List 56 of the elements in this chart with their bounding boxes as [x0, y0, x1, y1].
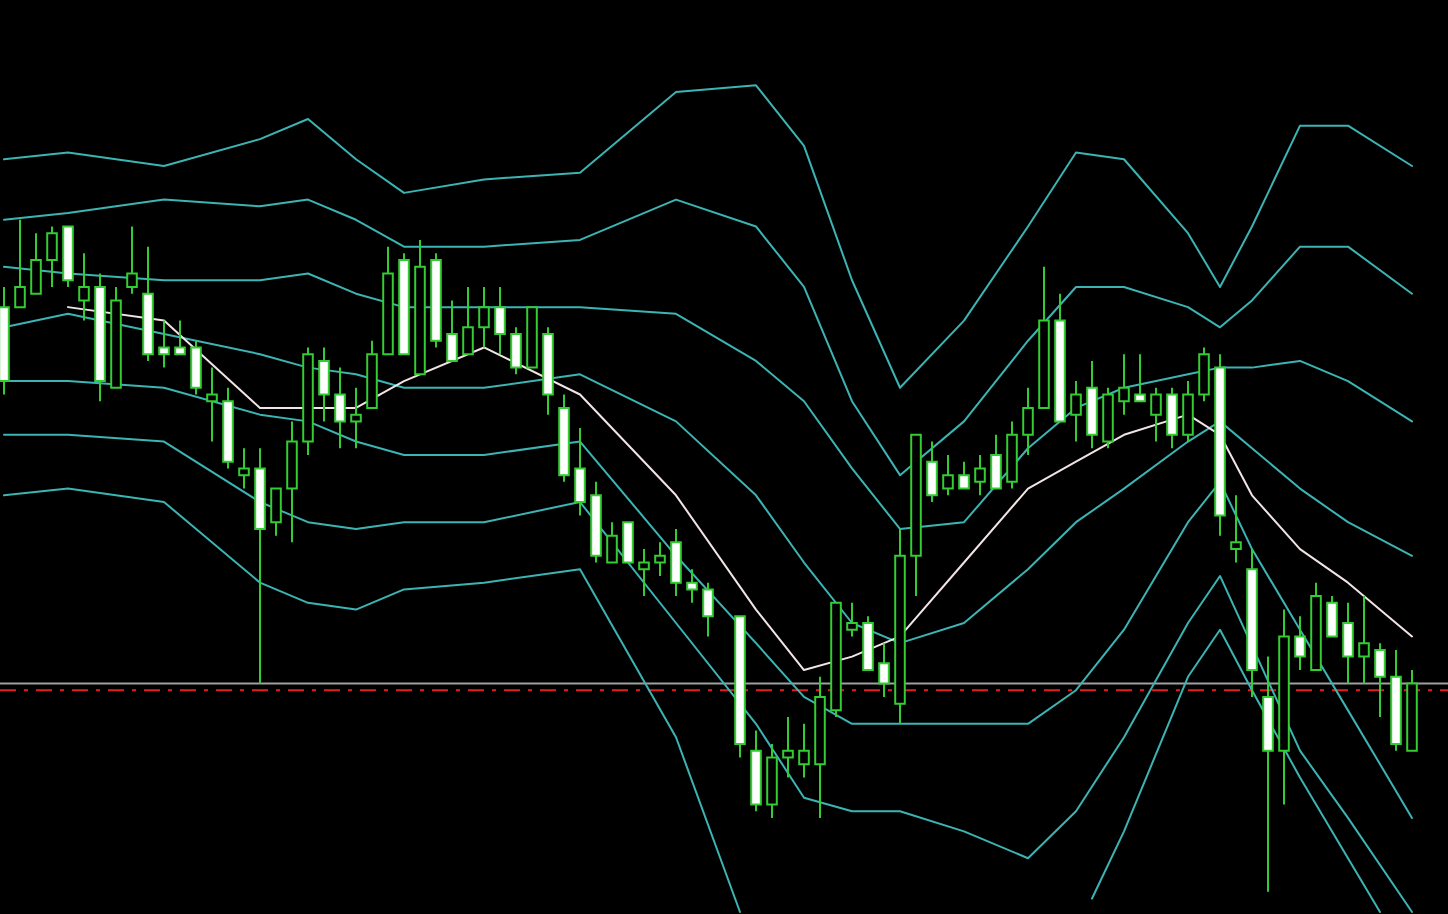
candlestick: [1134, 353, 1146, 403]
candlestick: [1150, 386, 1162, 443]
candlestick: [46, 225, 58, 288]
candlestick: [158, 319, 170, 369]
candlestick: [878, 642, 890, 698]
candlestick: [942, 453, 954, 497]
candlestick: [926, 440, 938, 504]
candlestick: [190, 339, 202, 396]
candlestick: [1198, 346, 1210, 403]
candlestick: [238, 447, 250, 490]
candlestick: [1326, 595, 1338, 638]
candlestick: [1230, 494, 1242, 564]
candlestick: [1006, 420, 1018, 490]
candlestick: [510, 326, 522, 376]
candlestick: [462, 285, 474, 356]
candlestick: [654, 541, 666, 577]
candlestick: [622, 521, 634, 564]
candlestick: [862, 615, 874, 672]
candlestick: [78, 252, 90, 322]
candlestick: [1342, 601, 1354, 685]
candlestick: [1166, 386, 1178, 450]
candlestick: [766, 742, 778, 819]
candlestick: [638, 548, 650, 598]
candlestick: [446, 299, 458, 362]
candlestick: [1294, 615, 1306, 672]
candlestick: [1182, 380, 1194, 443]
candlestick: [1358, 595, 1370, 685]
candlestick: [1374, 642, 1386, 719]
candlestick: [14, 218, 26, 309]
candlestick: [30, 232, 42, 295]
candlestick: [126, 225, 138, 295]
candlestick: [270, 487, 282, 537]
candlestick: [606, 521, 618, 564]
candlestick: [334, 366, 346, 450]
candlestick: [782, 716, 794, 779]
candlestick: [974, 453, 986, 497]
candlestick: [574, 427, 586, 517]
candlestick: [958, 460, 970, 490]
candlestick: [494, 285, 506, 356]
candlestick: [846, 601, 858, 638]
candlestick: [1102, 386, 1114, 450]
candlestick: [350, 386, 362, 450]
candlestick: [702, 581, 714, 638]
candlestick: [318, 346, 330, 423]
candlestick: [990, 433, 1002, 490]
candlestick: [206, 366, 218, 443]
candlestick: [1086, 359, 1098, 450]
candlestick: [670, 527, 682, 598]
candlestick: [798, 722, 810, 779]
candlestick: [1022, 386, 1034, 456]
candlestick: [174, 319, 186, 356]
candlestick: [1118, 353, 1130, 416]
candlestick: [478, 285, 490, 349]
candlestick: [286, 420, 298, 544]
candlestick: [686, 568, 698, 604]
candlestick: [1070, 380, 1082, 443]
